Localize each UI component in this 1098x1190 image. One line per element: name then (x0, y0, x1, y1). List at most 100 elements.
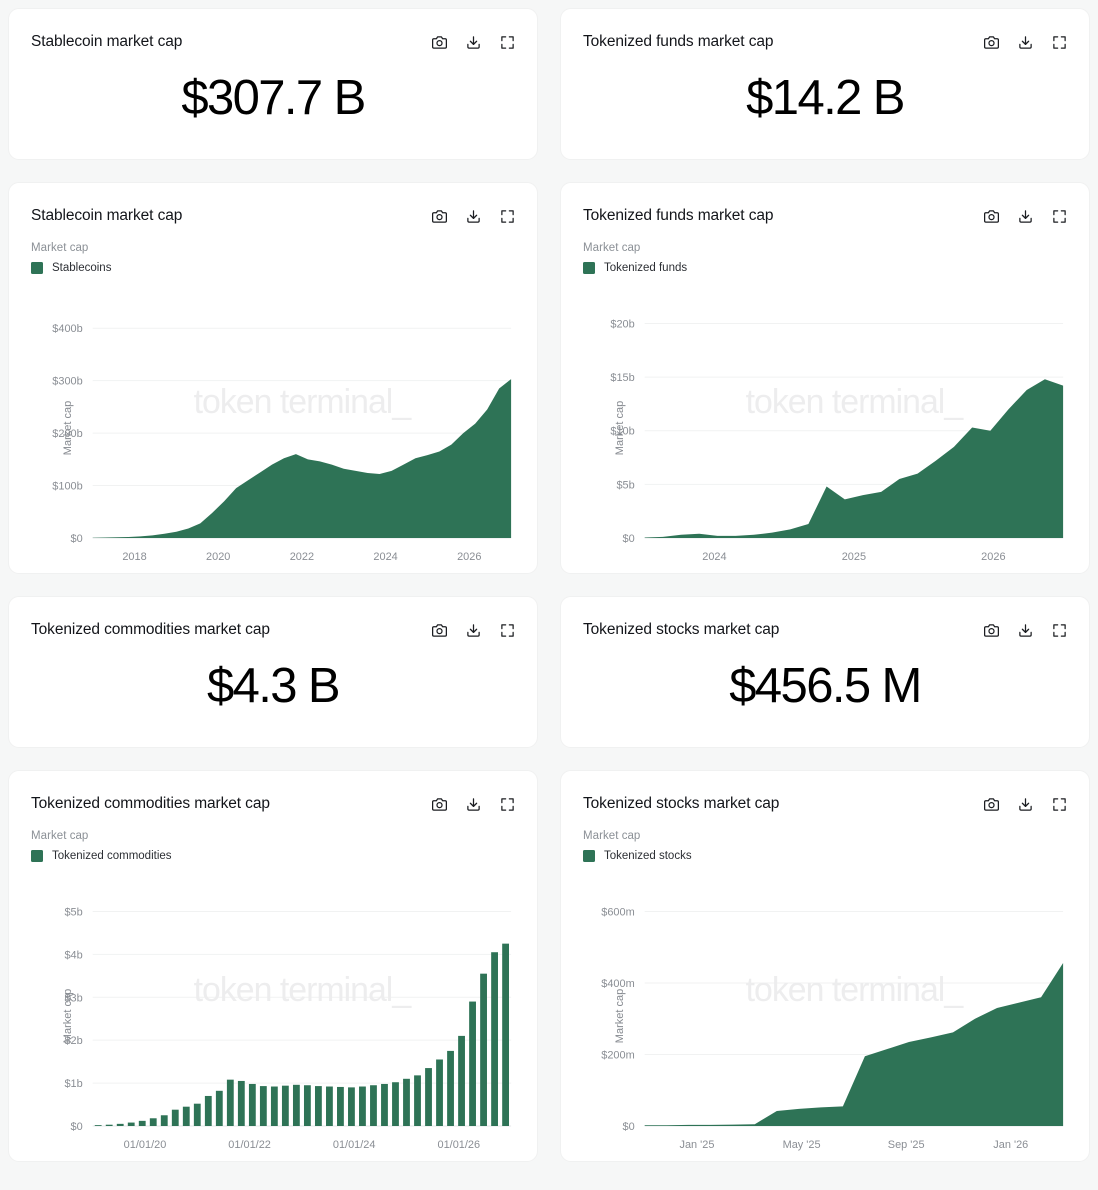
card-actions (432, 35, 515, 50)
expand-icon[interactable] (500, 209, 515, 224)
svg-text:2026: 2026 (457, 551, 481, 563)
expand-icon[interactable] (1052, 35, 1067, 50)
svg-text:2024: 2024 (702, 551, 726, 563)
camera-icon[interactable] (432, 209, 447, 224)
svg-text:2022: 2022 (290, 551, 314, 563)
kpi-card-tokenized-stocks: Tokenized stocks market cap $456.5 M (560, 596, 1090, 748)
page-title: Tokenized funds market cap (583, 207, 774, 224)
card-actions (984, 209, 1067, 224)
legend-caption: Market cap (31, 241, 89, 254)
kpi-value: $14.2 B (746, 70, 905, 125)
chart-card-tokenized-stocks: Tokenized stocks market cap Market cap T… (560, 770, 1090, 1162)
svg-text:Sep '25: Sep '25 (888, 1139, 925, 1151)
camera-icon[interactable] (984, 35, 999, 50)
svg-text:Jan '25: Jan '25 (680, 1139, 715, 1151)
svg-text:$400b: $400b (52, 323, 82, 335)
plot-area: Market cap $0 $100b $200b $300b $400b token t… (9, 288, 537, 568)
svg-text:$200m: $200m (601, 1049, 634, 1061)
plot-area: Market cap $0 $200m $400m $600m token termin… (561, 876, 1089, 1156)
plot-area: Market cap $0 $5b $10b $15b $20b token termin… (561, 288, 1089, 568)
legend-item[interactable]: Stablecoins (31, 261, 515, 274)
camera-icon[interactable] (432, 623, 447, 638)
kpi-card-stablecoin: Stablecoin market cap $307.7 B (8, 8, 538, 160)
svg-text:$2b: $2b (64, 1035, 82, 1047)
legend-label: Stablecoins (52, 261, 112, 274)
chart-legend: Market cap Tokenized stocks (561, 814, 1089, 862)
legend-caption: Market cap (31, 829, 89, 842)
svg-text:$400m: $400m (601, 978, 634, 990)
kpi-value: $307.7 B (181, 70, 366, 125)
camera-icon[interactable] (432, 35, 447, 50)
chart-card-stablecoin: Stablecoin market cap Market cap Stablec… (8, 182, 538, 574)
kpi-value: $456.5 M (729, 658, 922, 713)
download-icon[interactable] (466, 797, 481, 812)
svg-text:$0: $0 (623, 1121, 635, 1133)
plot-area: Market cap $0 $1b $2b $3b $4b $5b token termin… (9, 876, 537, 1156)
chart-svg-stablecoin: $0 $100b $200b $300b $400b token terminal_ 201… (52, 323, 512, 563)
legend-item[interactable]: Tokenized funds (583, 261, 1067, 274)
svg-text:$0: $0 (71, 1121, 83, 1133)
card-actions (984, 35, 1067, 50)
card-header: Tokenized commodities market cap (9, 771, 537, 814)
card-header: Tokenized stocks market cap (561, 597, 1089, 640)
svg-text:01/01/22: 01/01/22 (228, 1139, 271, 1151)
svg-text:01/01/20: 01/01/20 (124, 1139, 167, 1151)
y-axis-title: Market cap (614, 400, 627, 455)
svg-text:$1b: $1b (64, 1078, 82, 1090)
camera-icon[interactable] (432, 797, 447, 812)
svg-text:$20b: $20b (610, 318, 634, 330)
svg-text:$10b: $10b (610, 425, 634, 437)
download-icon[interactable] (1018, 209, 1033, 224)
download-icon[interactable] (466, 35, 481, 50)
legend-item[interactable]: Tokenized stocks (583, 849, 1067, 862)
page-title: Stablecoin market cap (31, 207, 183, 224)
svg-text:2025: 2025 (842, 551, 866, 563)
svg-text:$200b: $200b (52, 428, 82, 440)
expand-icon[interactable] (1052, 209, 1067, 224)
legend-label: Tokenized funds (604, 261, 688, 274)
svg-text:token terminal_: token terminal_ (194, 970, 413, 1008)
chart-svg-tokenized-funds: $0 $5b $10b $15b $20b token terminal_ 2024 2025… (610, 318, 1064, 563)
svg-text:2026: 2026 (981, 551, 1005, 563)
card-actions (432, 623, 515, 638)
camera-icon[interactable] (984, 797, 999, 812)
kpi-value: $4.3 B (206, 658, 341, 713)
chart-svg-tokenized-commodities: $0 $1b $2b $3b $4b $5b token terminal_ 01/01/20… (64, 906, 512, 1151)
download-icon[interactable] (466, 209, 481, 224)
download-icon[interactable] (1018, 623, 1033, 638)
card-header: Tokenized funds market cap (561, 183, 1089, 226)
svg-text:Jan '26: Jan '26 (993, 1139, 1028, 1151)
card-actions (984, 623, 1067, 638)
y-axis-title: Market cap (614, 988, 627, 1043)
chart-legend: Market cap Stablecoins (9, 226, 537, 274)
svg-text:$4b: $4b (64, 949, 82, 961)
svg-text:2024: 2024 (373, 551, 397, 563)
camera-icon[interactable] (984, 209, 999, 224)
svg-text:$5b: $5b (616, 479, 634, 491)
svg-text:2020: 2020 (206, 551, 230, 563)
chart-legend: Market cap Tokenized commodities (9, 814, 537, 862)
expand-icon[interactable] (500, 797, 515, 812)
legend-swatch-icon (31, 261, 43, 274)
svg-text:01/01/24: 01/01/24 (333, 1139, 376, 1151)
chart-card-tokenized-commodities: Tokenized commodities market cap Market … (8, 770, 538, 1162)
card-actions (432, 209, 515, 224)
svg-text:May '25: May '25 (783, 1139, 821, 1151)
download-icon[interactable] (1018, 797, 1033, 812)
expand-icon[interactable] (500, 35, 515, 50)
svg-text:token terminal_: token terminal_ (746, 382, 965, 420)
card-header: Stablecoin market cap (9, 183, 537, 226)
legend-caption: Market cap (583, 829, 641, 842)
expand-icon[interactable] (1052, 797, 1067, 812)
card-header: Tokenized stocks market cap (561, 771, 1089, 814)
expand-icon[interactable] (1052, 623, 1067, 638)
download-icon[interactable] (466, 623, 481, 638)
svg-text:$15b: $15b (610, 372, 634, 384)
expand-icon[interactable] (500, 623, 515, 638)
download-icon[interactable] (1018, 35, 1033, 50)
legend-label: Tokenized stocks (604, 849, 692, 862)
svg-text:$0: $0 (71, 533, 83, 545)
camera-icon[interactable] (984, 623, 999, 638)
legend-item[interactable]: Tokenized commodities (31, 849, 515, 862)
page-title: Stablecoin market cap (31, 33, 183, 50)
